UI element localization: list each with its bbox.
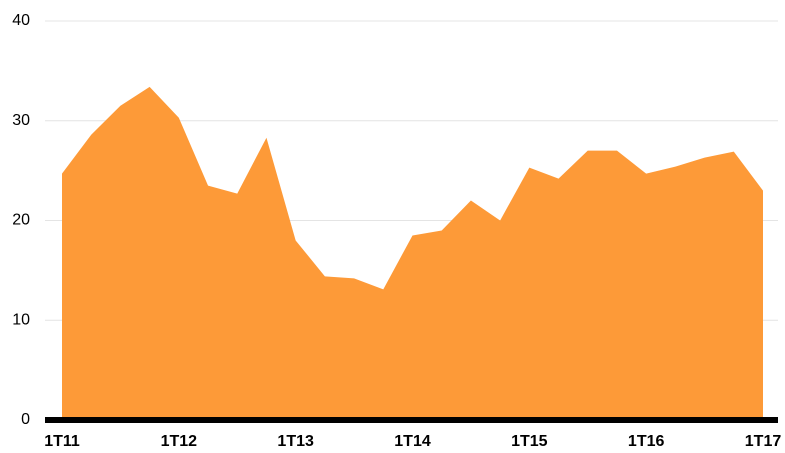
y-tick-label: 30 xyxy=(12,112,30,129)
x-tick-label: 1T15 xyxy=(511,433,548,450)
area xyxy=(62,86,763,421)
x-tick-label: 1T12 xyxy=(161,433,198,450)
y-tick-label: 20 xyxy=(12,212,30,229)
y-tick-label: 0 xyxy=(21,411,30,428)
x-tick-label: 1T13 xyxy=(277,433,314,450)
x-tick-label: 1T17 xyxy=(745,433,782,450)
y-tick-label: 10 xyxy=(12,311,30,328)
y-tick-label: 40 xyxy=(12,12,30,29)
x-tick-label: 1T16 xyxy=(628,433,665,450)
x-tick-label: 1T14 xyxy=(394,433,431,450)
x-tick-label: 1T11 xyxy=(44,433,80,450)
